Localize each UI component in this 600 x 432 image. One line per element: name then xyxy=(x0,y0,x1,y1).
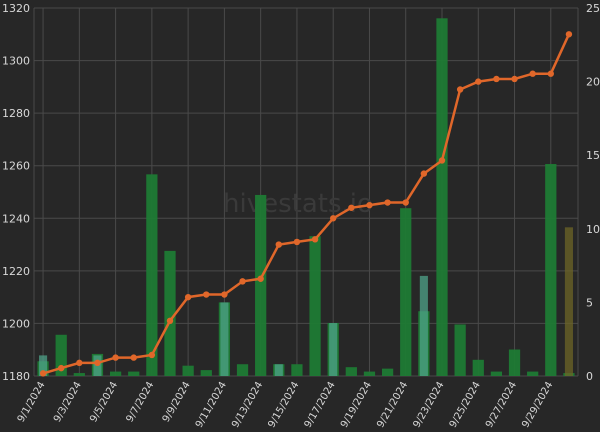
bar xyxy=(436,18,448,376)
line-point xyxy=(166,317,174,324)
bar xyxy=(381,368,394,376)
bar xyxy=(472,359,484,376)
bar xyxy=(255,194,267,376)
line-point xyxy=(384,199,391,206)
line-point xyxy=(348,204,355,211)
line-point xyxy=(221,291,228,298)
line-point xyxy=(275,241,282,248)
bar xyxy=(39,355,48,376)
line-point xyxy=(330,215,337,222)
x-tick-label: 9/11/2024 xyxy=(194,380,229,430)
line-point xyxy=(184,293,192,301)
right-tick-label: 0 xyxy=(586,370,593,383)
right-tick-label: 25 xyxy=(586,2,600,15)
bar xyxy=(274,364,283,376)
left-tick-label: 1260 xyxy=(2,160,30,173)
right-tick-label: 20 xyxy=(586,76,600,89)
x-tick-label: 9/3/2024 xyxy=(52,380,84,424)
line-point xyxy=(547,70,554,77)
bar xyxy=(146,174,158,376)
right-tick-label: 5 xyxy=(586,296,593,309)
left-tick-label: 1320 xyxy=(2,2,30,15)
bar xyxy=(454,324,466,376)
x-tick-label: 9/23/2024 xyxy=(411,380,446,430)
bar xyxy=(329,323,338,376)
left-tick-label: 1300 xyxy=(2,55,30,68)
line-layer xyxy=(39,31,573,377)
left-tick-label: 1200 xyxy=(2,317,30,330)
bar xyxy=(291,364,303,376)
bar xyxy=(564,227,573,376)
bar xyxy=(182,365,194,376)
line-point xyxy=(239,278,246,285)
x-tick-label: 9/21/2024 xyxy=(375,380,410,430)
bar xyxy=(400,208,412,376)
bar xyxy=(309,236,321,376)
line-point xyxy=(511,75,518,83)
x-tick-label: 9/27/2024 xyxy=(484,380,519,430)
bar xyxy=(73,373,85,376)
bar xyxy=(236,364,249,376)
line-point xyxy=(366,201,373,209)
line-point xyxy=(76,359,83,367)
watermark: hivestats.io xyxy=(223,189,373,219)
bar xyxy=(363,371,376,376)
x-tick-label: 9/17/2024 xyxy=(303,380,338,430)
line-point xyxy=(94,359,101,367)
x-tick-label: 9/7/2024 xyxy=(124,380,156,424)
bar xyxy=(200,370,212,376)
bar xyxy=(109,371,122,376)
x-tick-label: 9/13/2024 xyxy=(230,380,265,430)
line-point xyxy=(438,157,446,164)
left-tick-label: 1180 xyxy=(2,370,30,383)
x-tick-label: 9/5/2024 xyxy=(88,380,120,424)
bar xyxy=(164,250,176,376)
line-point xyxy=(311,236,319,243)
line-point xyxy=(257,275,264,282)
bar xyxy=(490,371,503,376)
x-tick-label: 9/9/2024 xyxy=(161,380,193,424)
x-tick-label: 9/19/2024 xyxy=(339,380,374,430)
left-tick-label: 1240 xyxy=(2,212,30,225)
line-point xyxy=(112,354,119,361)
x-tick-label: 9/29/2024 xyxy=(520,380,555,430)
bar xyxy=(128,371,140,376)
bar xyxy=(419,275,428,376)
line-point xyxy=(565,31,573,38)
line-point xyxy=(130,354,137,361)
line-point xyxy=(493,75,500,83)
x-tick-label: 9/1/2024 xyxy=(16,380,48,424)
left-tick-label: 1220 xyxy=(2,265,30,278)
bar xyxy=(527,371,539,376)
line-point xyxy=(402,199,409,206)
x-tick-label: 9/15/2024 xyxy=(266,380,301,430)
line-point xyxy=(293,238,301,246)
line-point xyxy=(420,170,428,177)
bar xyxy=(508,349,521,376)
line-point xyxy=(148,351,156,359)
line-point xyxy=(456,86,464,93)
bar xyxy=(55,334,67,376)
bar xyxy=(220,302,229,376)
line-point xyxy=(58,364,65,372)
x-tick-label: 9/25/2024 xyxy=(448,380,483,430)
bar xyxy=(345,367,357,376)
line-point xyxy=(529,70,536,77)
right-tick-label: 15 xyxy=(586,149,600,162)
bar xyxy=(545,164,557,376)
right-tick-label: 10 xyxy=(586,223,600,236)
line-point xyxy=(39,370,47,377)
left-tick-label: 1280 xyxy=(2,107,30,120)
line-point xyxy=(475,78,482,85)
line-point xyxy=(203,291,210,298)
